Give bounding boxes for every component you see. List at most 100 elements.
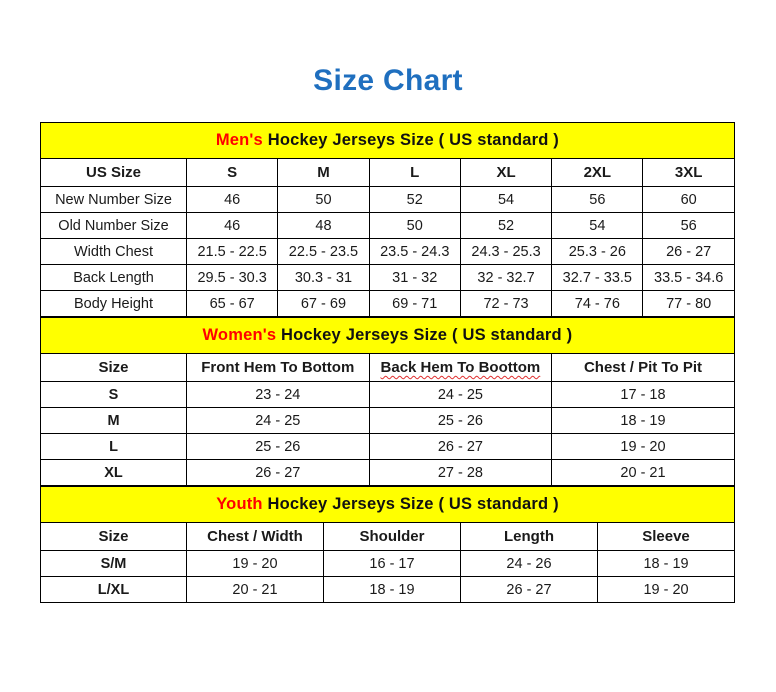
womens-banner-cell: Women's Hockey Jerseys Size ( US standar…	[40, 317, 735, 354]
womens-cell-3-1: 27 - 28	[368, 459, 553, 486]
mens-column-header-row: US Size S M L XL 2XL 3XL	[40, 158, 735, 187]
youth-size-table: Youth Hockey Jerseys Size ( US standard …	[39, 486, 736, 603]
mens-row-label-2: Width Chest	[40, 238, 187, 265]
womens-cell-2-2: 19 - 20	[551, 433, 735, 460]
youth-cell-0-1: 16 - 17	[323, 550, 461, 577]
mens-cell-2-5: 26 - 27	[642, 238, 735, 265]
youth-col-header-3: Length	[460, 522, 598, 551]
womens-col-header-0: Size	[40, 353, 187, 382]
mens-cell-1-1: 48	[277, 212, 370, 239]
mens-col-header-0: US Size	[40, 158, 187, 187]
youth-section-banner: Youth Hockey Jerseys Size ( US standard …	[39, 486, 736, 523]
womens-cell-3-0: 26 - 27	[186, 459, 370, 486]
mens-cell-0-3: 54	[459, 186, 553, 213]
mens-cell-4-3: 72 - 73	[459, 290, 553, 317]
mens-cell-1-4: 54	[551, 212, 644, 239]
mens-cell-0-4: 56	[551, 186, 644, 213]
table-row: L/XL 20 - 21 18 - 19 26 - 27 19 - 20	[40, 576, 736, 603]
table-row: S 23 - 24 24 - 25 17 - 18	[40, 381, 735, 408]
youth-cell-0-0: 19 - 20	[186, 550, 324, 577]
womens-cell-2-1: 26 - 27	[368, 433, 553, 460]
mens-cell-0-1: 50	[277, 186, 370, 213]
youth-row-label-0: S/M	[40, 550, 187, 577]
table-row: Back Length 29.5 - 30.3 30.3 - 31 31 - 3…	[40, 264, 735, 291]
mens-row-label-0: New Number Size	[40, 186, 187, 213]
womens-size-table: Women's Hockey Jerseys Size ( US standar…	[40, 317, 735, 486]
mens-cell-4-5: 77 - 80	[642, 290, 735, 317]
page-title: Size Chart	[313, 64, 463, 97]
womens-cell-2-0: 25 - 26	[186, 433, 370, 460]
youth-col-header-0: Size	[40, 522, 187, 551]
womens-banner-accent: Women's	[202, 326, 277, 344]
mens-cell-3-1: 30.3 - 31	[277, 264, 370, 291]
youth-cell-0-3: 18 - 19	[596, 550, 736, 577]
womens-cell-0-1: 24 - 25	[368, 381, 553, 408]
mens-cell-1-5: 56	[642, 212, 735, 239]
womens-col-header-3: Chest / Pit To Pit	[551, 353, 735, 382]
table-row: Body Height 65 - 67 67 - 69 69 - 71 72 -…	[40, 290, 735, 317]
youth-col-header-2: Shoulder	[323, 522, 461, 551]
mens-cell-4-4: 74 - 76	[551, 290, 644, 317]
youth-col-header-1: Chest / Width	[186, 522, 324, 551]
womens-cell-1-2: 18 - 19	[551, 407, 735, 434]
womens-cell-0-2: 17 - 18	[551, 381, 735, 408]
table-row: New Number Size 46 50 52 54 56 60	[40, 186, 735, 213]
misspelled-text: Back Hem To Boottom	[380, 359, 541, 376]
mens-cell-4-2: 69 - 71	[368, 290, 461, 317]
mens-col-header-3: L	[368, 158, 461, 187]
mens-cell-3-2: 31 - 32	[368, 264, 461, 291]
mens-banner-accent: Men's	[215, 131, 263, 149]
mens-cell-2-1: 22.5 - 23.5	[277, 238, 370, 265]
mens-cell-4-1: 67 - 69	[277, 290, 370, 317]
womens-cell-3-2: 20 - 21	[551, 459, 735, 486]
mens-cell-2-4: 25.3 - 26	[551, 238, 644, 265]
mens-banner-cell: Men's Hockey Jerseys Size ( US standard …	[40, 122, 735, 159]
mens-col-header-6: 3XL	[642, 158, 735, 187]
table-row: S/M 19 - 20 16 - 17 24 - 26 18 - 19	[40, 550, 736, 577]
table-row: L 25 - 26 26 - 27 19 - 20	[40, 433, 735, 460]
table-row: M 24 - 25 25 - 26 18 - 19	[40, 407, 735, 434]
mens-cell-0-5: 60	[642, 186, 735, 213]
youth-row-label-1: L/XL	[40, 576, 187, 603]
womens-cell-0-0: 23 - 24	[186, 381, 370, 408]
youth-cell-1-2: 26 - 27	[460, 576, 598, 603]
womens-section-banner: Women's Hockey Jerseys Size ( US standar…	[40, 317, 735, 354]
womens-banner-rest: Hockey Jerseys Size ( US standard )	[276, 326, 573, 344]
table-row: Old Number Size 46 48 50 52 54 56	[40, 212, 735, 239]
youth-col-header-4: Sleeve	[596, 522, 736, 551]
mens-row-label-4: Body Height	[40, 290, 187, 317]
womens-row-label-2: L	[40, 433, 187, 460]
mens-cell-1-3: 52	[459, 212, 553, 239]
mens-cell-3-0: 29.5 - 30.3	[185, 264, 279, 291]
table-row: Width Chest 21.5 - 22.5 22.5 - 23.5 23.5…	[40, 238, 735, 265]
youth-cell-1-0: 20 - 21	[186, 576, 324, 603]
womens-cell-1-1: 25 - 26	[368, 407, 553, 434]
mens-cell-4-0: 65 - 67	[185, 290, 279, 317]
mens-col-header-5: 2XL	[551, 158, 644, 187]
mens-size-table: Men's Hockey Jerseys Size ( US standard …	[40, 122, 735, 317]
womens-col-header-1: Front Hem To Bottom	[186, 353, 370, 382]
youth-cell-1-3: 19 - 20	[596, 576, 736, 603]
youth-banner-cell: Youth Hockey Jerseys Size ( US standard …	[39, 486, 736, 523]
youth-cell-1-1: 18 - 19	[323, 576, 461, 603]
mens-cell-3-3: 32 - 32.7	[459, 264, 553, 291]
youth-banner-rest: Hockey Jerseys Size ( US standard )	[262, 495, 559, 513]
mens-col-header-1: S	[185, 158, 279, 187]
mens-cell-0-2: 52	[368, 186, 461, 213]
mens-section-banner: Men's Hockey Jerseys Size ( US standard …	[40, 122, 735, 159]
mens-cell-2-2: 23.5 - 24.3	[368, 238, 461, 265]
mens-cell-1-0: 46	[185, 212, 279, 239]
womens-col-header-2: Back Hem To Boottom	[368, 353, 553, 382]
mens-cell-0-0: 46	[185, 186, 279, 213]
mens-cell-2-0: 21.5 - 22.5	[185, 238, 279, 265]
mens-row-label-3: Back Length	[40, 264, 187, 291]
womens-row-label-1: M	[40, 407, 187, 434]
youth-cell-0-2: 24 - 26	[460, 550, 598, 577]
mens-cell-3-5: 33.5 - 34.6	[642, 264, 735, 291]
youth-column-header-row: Size Chest / Width Shoulder Length Sleev…	[40, 522, 736, 551]
womens-cell-1-0: 24 - 25	[186, 407, 370, 434]
mens-row-label-1: Old Number Size	[40, 212, 187, 239]
youth-banner-accent: Youth	[216, 495, 263, 513]
mens-banner-rest: Hockey Jerseys Size ( US standard )	[262, 131, 560, 149]
